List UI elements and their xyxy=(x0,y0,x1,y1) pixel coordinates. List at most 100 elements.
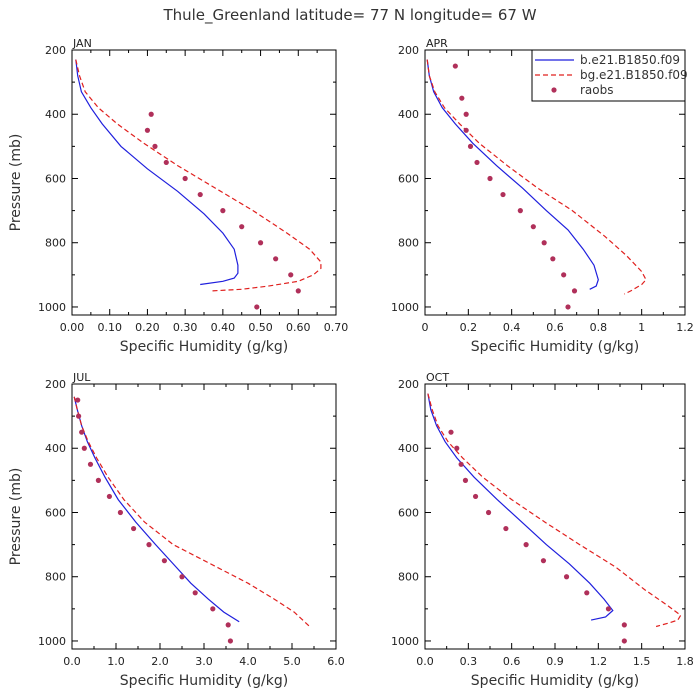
raobs-point xyxy=(448,429,454,435)
figure-title: Thule_Greenland latitude= 77 N longitude… xyxy=(162,6,536,25)
plot-frame xyxy=(424,383,686,650)
y-tick-label: 200 xyxy=(45,44,66,57)
raobs-point xyxy=(571,288,578,294)
raobs-point xyxy=(148,111,154,117)
legend-marker-raobs xyxy=(551,87,557,93)
raobs-point xyxy=(225,622,231,628)
panel-title: JUL xyxy=(72,371,91,384)
legend-label: bg.e21.B1850.f09 xyxy=(580,68,688,82)
data-area xyxy=(73,396,311,644)
x-tick-label: 0.9 xyxy=(546,655,564,668)
y-tick-label: 600 xyxy=(45,506,66,519)
panel-title: APR xyxy=(426,37,448,50)
raobs-point xyxy=(472,493,479,500)
y-axis-label: Pressure (mb) xyxy=(8,134,24,232)
x-tick-label: 1.8 xyxy=(676,655,694,668)
panel-jan: 0.00 0.10 0.20 0.30 0.40 0.50 0.60 0.70 200 400 60… xyxy=(8,37,348,355)
x-tick-label: 0.6 xyxy=(503,655,521,668)
y-tick-label: 800 xyxy=(398,571,419,584)
raobs-point xyxy=(517,208,523,214)
raobs-point xyxy=(474,159,480,166)
x-tick-label: 5.0 xyxy=(283,655,301,668)
plot-frame xyxy=(71,49,337,316)
raobs-point xyxy=(561,272,567,278)
x-tick-label: 4.0 xyxy=(239,655,257,668)
x-tick-label: 0.60 xyxy=(286,321,311,334)
raobs-point xyxy=(454,445,460,451)
x-tick-label: 1 xyxy=(638,321,645,334)
x-tick-label: 0.6 xyxy=(546,321,564,334)
raobs-point xyxy=(500,191,506,198)
raobs-point xyxy=(239,224,245,230)
x-tick-label: 0.10 xyxy=(97,321,122,334)
raobs-point xyxy=(81,445,87,451)
raobs-point xyxy=(295,288,301,294)
x-tick-label: 0.8 xyxy=(590,321,608,334)
raobs-point xyxy=(530,224,536,230)
x-tick-label: 6.0 xyxy=(327,655,345,668)
model-b-line xyxy=(75,59,239,286)
raobs-point xyxy=(523,542,529,548)
x-tick-label: 0.3 xyxy=(460,655,478,668)
panels: 0.00 0.10 0.2 0 0.30 0.40 0.50 0.60 0.70 200 400 60… xyxy=(8,37,694,689)
raobs-point xyxy=(106,493,112,500)
raobs-point xyxy=(75,397,81,403)
x-axis-label: Specific Humidity (g/kg) xyxy=(471,339,639,355)
x-tick-label: 0.30 xyxy=(173,321,198,334)
y-tick-label: 800 xyxy=(45,237,66,250)
x-tick-label: 0.4 xyxy=(503,321,521,334)
x-tick-label: 0.70 xyxy=(324,321,349,334)
y-tick-label: 200 xyxy=(398,44,419,57)
x-tick-label: 0.00 xyxy=(60,321,85,334)
y-tick-label: 200 xyxy=(398,378,419,391)
raobs-point xyxy=(462,477,469,483)
raobs-point xyxy=(197,191,203,198)
x-tick-label: 1.0 xyxy=(107,655,125,668)
x-tick-label: 0 xyxy=(422,321,429,334)
x-tick-label: 0.2 xyxy=(460,321,478,334)
raobs-point xyxy=(605,606,612,612)
x-tick-label: 1.5 xyxy=(633,655,651,668)
raobs-point xyxy=(458,461,464,467)
model-b-line xyxy=(427,393,614,621)
y-tick-label: 400 xyxy=(45,108,66,121)
raobs-point xyxy=(210,606,216,612)
legend-label: b.e21.B1850.f09 xyxy=(580,53,680,67)
y-tick-label: 400 xyxy=(45,442,66,455)
raobs-point xyxy=(273,256,279,262)
model-bg-line xyxy=(73,396,311,627)
y-tick-label: 600 xyxy=(398,172,419,185)
y-tick-label: 200 xyxy=(45,378,66,391)
panel-title: OCT xyxy=(426,371,449,384)
raobs-point xyxy=(152,143,158,149)
y-tick-label: 600 xyxy=(398,506,419,519)
raobs-point xyxy=(565,304,571,310)
raobs-point xyxy=(192,590,198,596)
raobs-point xyxy=(87,461,94,467)
model-bg-line xyxy=(427,393,682,628)
x-tick-label: 0.50 xyxy=(248,321,273,334)
legend-label: raobs xyxy=(580,83,614,97)
panel-apr: 0 0.2 0.4 0.6 0.8 1 1.2 200 400 600 800 1000 APR Spec… xyxy=(391,37,694,355)
x-tick-label: 1.2 xyxy=(676,321,694,334)
panel-oct: 0.0 0.3 0.6 0.9 1.2 1.5 1.8 200 400 600 800 1000 OCT… xyxy=(391,371,694,689)
raobs-point xyxy=(220,208,226,214)
raobs-point xyxy=(76,413,82,419)
x-tick-label: 3.0 xyxy=(195,655,213,668)
raobs-point xyxy=(161,558,167,564)
x-tick-label: 0.40 xyxy=(211,321,236,334)
raobs-point xyxy=(144,127,151,133)
model-b-line xyxy=(73,396,240,623)
y-axis-label: Pressure (mb) xyxy=(8,468,24,566)
raobs-point xyxy=(463,111,469,117)
raobs-point xyxy=(459,95,465,101)
x-axis-label: Specific Humidity (g/kg) xyxy=(120,339,288,355)
raobs-point xyxy=(257,240,264,246)
raobs-point xyxy=(503,525,509,532)
raobs-point xyxy=(227,638,233,644)
x-axis-label: Specific Humidity (g/kg) xyxy=(120,673,288,689)
raobs-point xyxy=(79,429,85,435)
legend-box xyxy=(531,49,686,102)
